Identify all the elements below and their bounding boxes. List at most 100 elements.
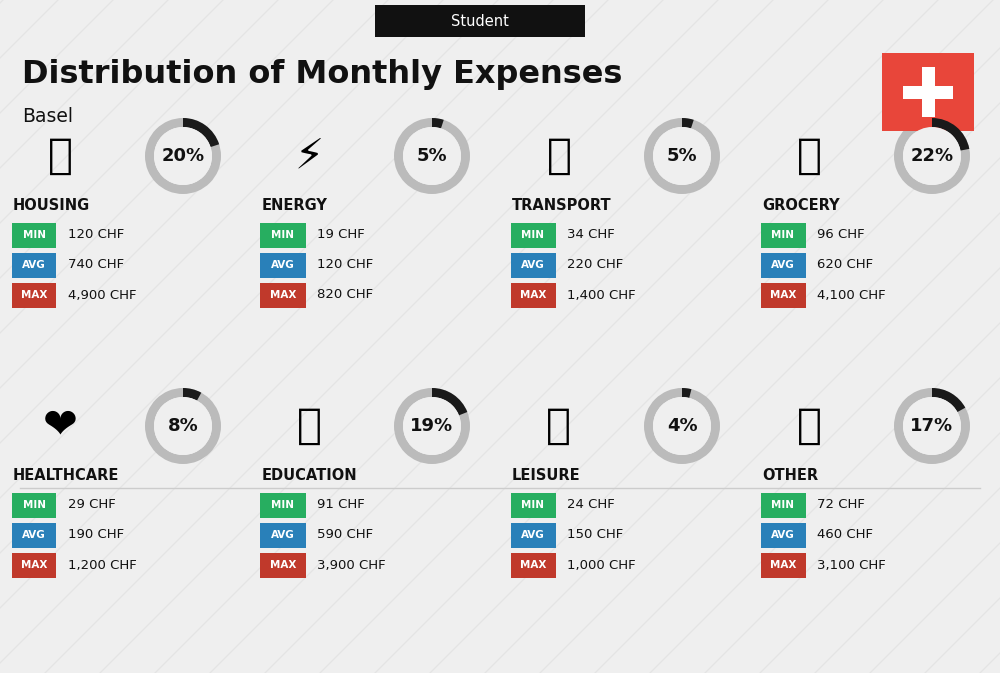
Wedge shape: [145, 388, 221, 464]
Text: MIN: MIN: [522, 500, 544, 510]
Text: 1,400 CHF: 1,400 CHF: [567, 289, 636, 302]
Wedge shape: [183, 118, 219, 147]
Wedge shape: [644, 388, 720, 464]
Text: Distribution of Monthly Expenses: Distribution of Monthly Expenses: [22, 59, 622, 90]
Text: 740 CHF: 740 CHF: [68, 258, 124, 271]
Wedge shape: [682, 388, 691, 398]
Text: OTHER: OTHER: [762, 468, 818, 483]
FancyBboxPatch shape: [12, 223, 56, 248]
Text: 29 CHF: 29 CHF: [68, 499, 116, 511]
FancyBboxPatch shape: [511, 252, 556, 277]
FancyBboxPatch shape: [761, 223, 806, 248]
Text: 72 CHF: 72 CHF: [817, 499, 865, 511]
Text: 22%: 22%: [910, 147, 954, 165]
FancyBboxPatch shape: [922, 67, 935, 117]
Wedge shape: [432, 118, 444, 129]
Text: 120 CHF: 120 CHF: [317, 258, 373, 271]
Circle shape: [653, 397, 711, 455]
Text: HOUSING: HOUSING: [13, 197, 90, 213]
Wedge shape: [394, 388, 470, 464]
Text: AVG: AVG: [521, 260, 545, 270]
Text: 820 CHF: 820 CHF: [317, 289, 373, 302]
FancyBboxPatch shape: [882, 53, 974, 131]
FancyBboxPatch shape: [12, 283, 56, 308]
Text: MAX: MAX: [520, 560, 546, 570]
Text: 4,100 CHF: 4,100 CHF: [817, 289, 886, 302]
Text: MIN: MIN: [22, 230, 46, 240]
Text: 190 CHF: 190 CHF: [68, 528, 124, 542]
FancyBboxPatch shape: [761, 522, 806, 548]
Circle shape: [154, 127, 212, 185]
Text: 19 CHF: 19 CHF: [317, 229, 365, 242]
Text: AVG: AVG: [771, 260, 795, 270]
Text: 5%: 5%: [417, 147, 447, 165]
Text: Basel: Basel: [22, 106, 73, 125]
Circle shape: [403, 397, 461, 455]
Text: 8%: 8%: [168, 417, 198, 435]
Text: MIN: MIN: [22, 500, 46, 510]
Text: AVG: AVG: [22, 530, 46, 540]
Text: 96 CHF: 96 CHF: [817, 229, 865, 242]
Wedge shape: [394, 118, 470, 194]
Text: 👜: 👜: [796, 405, 822, 447]
Text: MIN: MIN: [271, 500, 294, 510]
Text: TRANSPORT: TRANSPORT: [512, 197, 612, 213]
Text: 🏢: 🏢: [48, 135, 72, 177]
Wedge shape: [644, 118, 720, 194]
FancyBboxPatch shape: [511, 553, 556, 577]
Text: AVG: AVG: [271, 260, 295, 270]
FancyBboxPatch shape: [375, 5, 585, 37]
Text: 91 CHF: 91 CHF: [317, 499, 365, 511]
Text: LEISURE: LEISURE: [512, 468, 581, 483]
Text: 🛍️: 🛍️: [546, 405, 572, 447]
Text: MAX: MAX: [770, 560, 796, 570]
Text: 220 CHF: 220 CHF: [567, 258, 623, 271]
Text: MIN: MIN: [271, 230, 294, 240]
Text: MAX: MAX: [270, 560, 296, 570]
Circle shape: [903, 127, 961, 185]
Text: 5%: 5%: [667, 147, 697, 165]
Text: 120 CHF: 120 CHF: [68, 229, 124, 242]
Text: ❤️: ❤️: [43, 405, 77, 447]
Text: 🎓: 🎓: [296, 405, 322, 447]
Text: GROCERY: GROCERY: [762, 197, 840, 213]
Text: 620 CHF: 620 CHF: [817, 258, 873, 271]
Wedge shape: [682, 118, 694, 129]
Text: 4,900 CHF: 4,900 CHF: [68, 289, 136, 302]
Wedge shape: [145, 118, 221, 194]
Wedge shape: [432, 388, 467, 415]
Wedge shape: [932, 118, 969, 151]
Text: 3,900 CHF: 3,900 CHF: [317, 559, 386, 571]
Wedge shape: [932, 388, 965, 412]
FancyBboxPatch shape: [260, 522, 306, 548]
Text: AVG: AVG: [271, 530, 295, 540]
Text: MAX: MAX: [520, 290, 546, 300]
Text: MIN: MIN: [772, 230, 794, 240]
Text: MAX: MAX: [770, 290, 796, 300]
FancyBboxPatch shape: [761, 283, 806, 308]
Text: ENERGY: ENERGY: [262, 197, 328, 213]
Text: 3,100 CHF: 3,100 CHF: [817, 559, 886, 571]
Text: 20%: 20%: [161, 147, 205, 165]
Text: MAX: MAX: [21, 290, 47, 300]
FancyBboxPatch shape: [260, 553, 306, 577]
FancyBboxPatch shape: [761, 553, 806, 577]
Text: 1,000 CHF: 1,000 CHF: [567, 559, 636, 571]
Wedge shape: [894, 388, 970, 464]
FancyBboxPatch shape: [260, 283, 306, 308]
Text: Student: Student: [451, 13, 509, 28]
Wedge shape: [183, 388, 201, 400]
Text: 1,200 CHF: 1,200 CHF: [68, 559, 137, 571]
Text: ⚡: ⚡: [294, 135, 324, 177]
Text: 🚌: 🚌: [546, 135, 572, 177]
FancyBboxPatch shape: [12, 553, 56, 577]
Text: AVG: AVG: [22, 260, 46, 270]
Text: MIN: MIN: [772, 500, 794, 510]
FancyBboxPatch shape: [12, 522, 56, 548]
FancyBboxPatch shape: [761, 493, 806, 518]
FancyBboxPatch shape: [511, 522, 556, 548]
Text: AVG: AVG: [521, 530, 545, 540]
FancyBboxPatch shape: [511, 493, 556, 518]
Text: 17%: 17%: [910, 417, 954, 435]
Wedge shape: [894, 118, 970, 194]
